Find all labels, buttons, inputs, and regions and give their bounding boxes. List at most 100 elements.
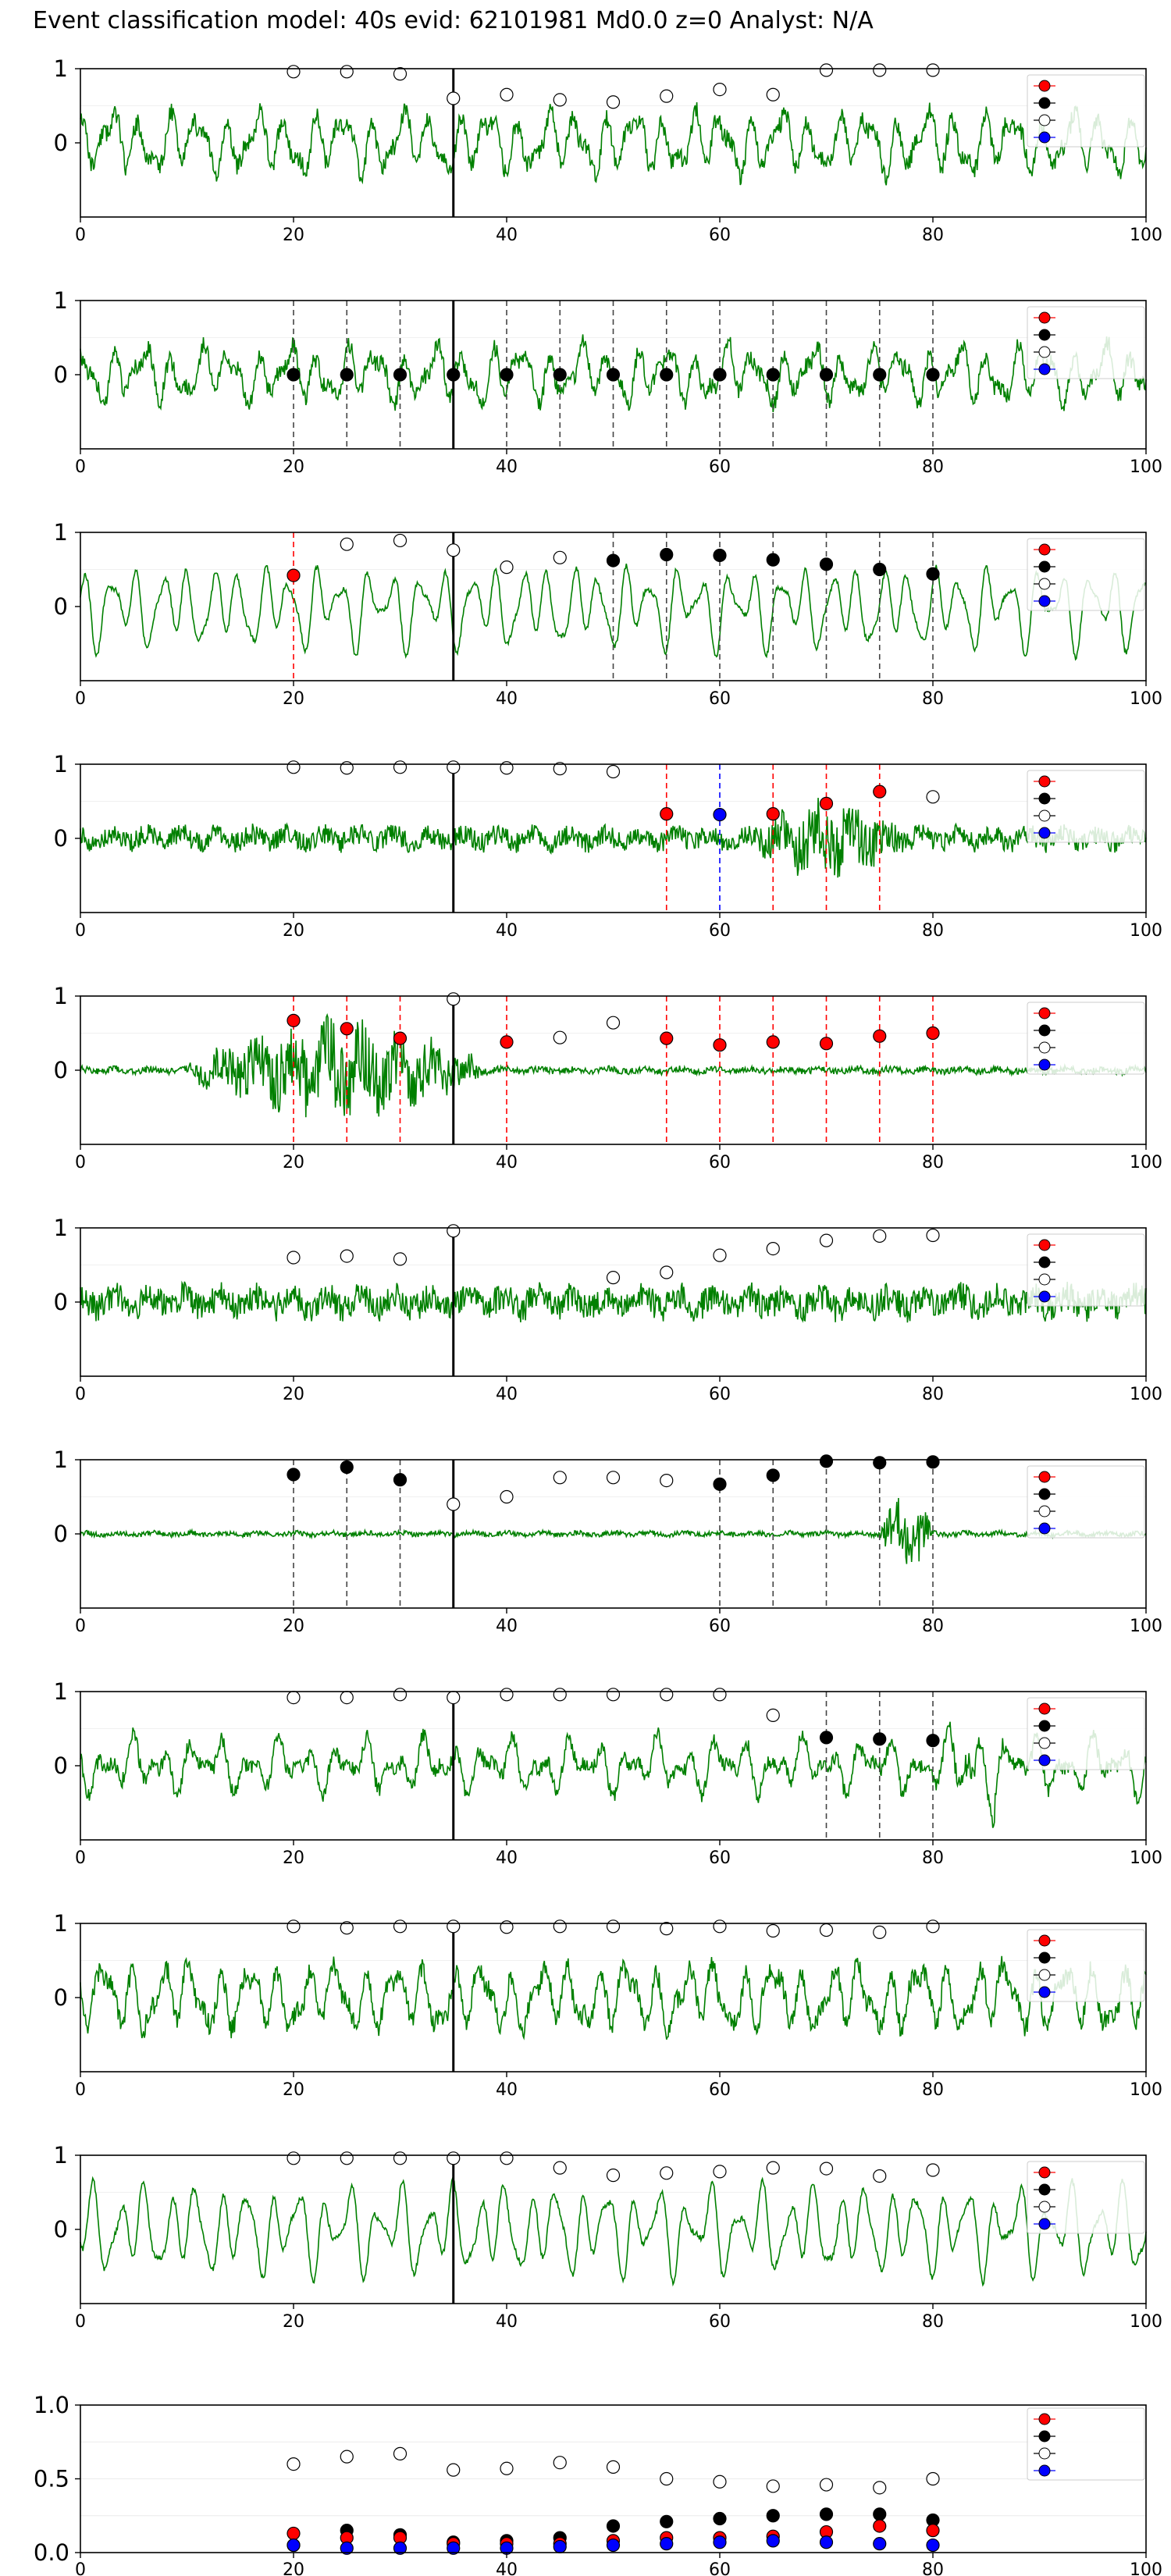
prob-marker-no [660, 1922, 674, 1936]
prob-marker-su [660, 807, 674, 821]
legend-marker-eq [1038, 2430, 1051, 2443]
legend-box [1027, 1697, 1145, 1770]
legend-marker-eq [1038, 329, 1051, 341]
prob-marker-no [553, 1920, 567, 1934]
mean-marker-exp [340, 2541, 354, 2555]
mean-marker-eq [873, 2507, 887, 2521]
prob-marker-no [447, 992, 461, 1006]
prob-marker-eq [713, 368, 727, 382]
prob-marker-su [819, 796, 834, 810]
x-tick-label: 20 [283, 457, 304, 477]
prob-marker-no [713, 1248, 727, 1262]
legend-marker-eq [1038, 1720, 1051, 1732]
prob-marker-no [606, 2169, 621, 2183]
y-tick-label: 0 [54, 361, 68, 388]
x-tick-label: 100 [1130, 689, 1162, 709]
panel-2: 010 20 40 60 80 100 [54, 287, 1162, 477]
prob-marker-su [287, 568, 301, 582]
prob-marker-no [447, 1224, 461, 1238]
prob-marker-no [287, 65, 301, 79]
mean-marker-eq [766, 2509, 780, 2523]
mean-marker-no [287, 2457, 301, 2471]
prob-marker-no [340, 1921, 354, 1935]
x-tick-label: 20 [283, 1153, 304, 1172]
mean-marker-su [287, 2526, 301, 2541]
x-tick-label: 100 [1130, 1617, 1162, 1636]
mean-marker-exp [926, 2538, 940, 2553]
mean-marker-eq [660, 2514, 674, 2528]
prob-marker-no [766, 1923, 780, 1938]
x-tick-label: 40 [496, 1617, 518, 1636]
mean-marker-no [340, 2450, 354, 2464]
legend-marker-exp [1038, 131, 1051, 144]
waveform-trace [80, 563, 1146, 661]
prob-marker-no [447, 1497, 461, 1511]
mean-marker-no [660, 2471, 674, 2486]
prob-marker-no [873, 2169, 887, 2183]
x-tick-label: 40 [496, 1385, 518, 1404]
waveform-trace [80, 1497, 1147, 1564]
x-tick-label: 100 [1130, 1153, 1162, 1172]
prob-marker-su [766, 807, 780, 821]
prob-marker-no [447, 2151, 461, 2165]
prob-marker-no [393, 760, 408, 774]
legend-marker-no [1038, 1737, 1051, 1749]
x-tick-label: 60 [709, 1385, 731, 1404]
prob-marker-eq [819, 557, 834, 571]
prob-marker-no [447, 1920, 461, 1934]
legend-marker-no [1038, 2447, 1051, 2460]
prob-marker-no [287, 1691, 301, 1705]
prob-marker-no [500, 2151, 514, 2165]
legend-box [1027, 538, 1145, 611]
x-tick-label: 100 [1130, 1385, 1162, 1404]
legend-marker-exp [1038, 1754, 1051, 1767]
axes-frame [80, 1691, 1147, 1841]
y-tick-label: 1.0 [34, 2392, 69, 2418]
prob-marker-no [500, 87, 514, 101]
prob-marker-no [393, 1252, 408, 1266]
prob-marker-no [713, 2165, 727, 2179]
x-tick-label: 80 [922, 457, 944, 477]
prob-marker-no [393, 2151, 408, 2165]
mean-marker-no [926, 2471, 940, 2486]
prob-marker-no [606, 1688, 621, 1702]
y-tick-label: 1 [54, 1215, 68, 1241]
y-tick-label: 1 [54, 751, 68, 777]
prob-marker-eq [819, 368, 834, 382]
x-tick-label: 60 [709, 689, 731, 709]
x-tick-label: 40 [496, 1848, 518, 1868]
prob-marker-no [393, 67, 408, 81]
prob-marker-eq [287, 368, 301, 382]
x-tick-label: 80 [922, 2560, 944, 2576]
legend-marker-su [1038, 2166, 1051, 2179]
prob-marker-no [447, 91, 461, 105]
y-tick-label: 0 [54, 130, 68, 156]
prob-marker-no [766, 2161, 780, 2175]
x-tick-label: 40 [496, 921, 518, 941]
legend-marker-eq [1038, 1024, 1051, 1037]
prob-marker-su [500, 1035, 514, 1049]
x-tick-label: 0 [75, 2560, 86, 2576]
legend-box [1027, 74, 1145, 148]
x-tick-label: 40 [496, 1153, 518, 1172]
legend-marker-no [1038, 1505, 1051, 1517]
legend-box [1027, 1002, 1145, 1075]
y-tick-label: 1 [54, 1678, 68, 1705]
y-tick-label: 1 [54, 2142, 68, 2169]
prob-marker-no [660, 1688, 674, 1702]
x-tick-label: 40 [496, 226, 518, 245]
x-tick-label: 80 [922, 1617, 944, 1636]
legend-marker-exp [1038, 1522, 1051, 1535]
legend-box [1027, 1465, 1145, 1539]
prob-marker-no [340, 761, 354, 775]
x-tick-label: 20 [283, 2312, 304, 2332]
prob-marker-eq [660, 368, 674, 382]
prob-marker-eq [873, 1456, 887, 1470]
prob-marker-no [287, 1920, 301, 1934]
legend-marker-exp [1038, 1290, 1051, 1303]
legend-box [1027, 770, 1145, 843]
prob-marker-eq [819, 1731, 834, 1745]
x-tick-label: 80 [922, 2312, 944, 2332]
mean-marker-exp [393, 2541, 408, 2555]
mean-marker-exp [553, 2539, 567, 2554]
